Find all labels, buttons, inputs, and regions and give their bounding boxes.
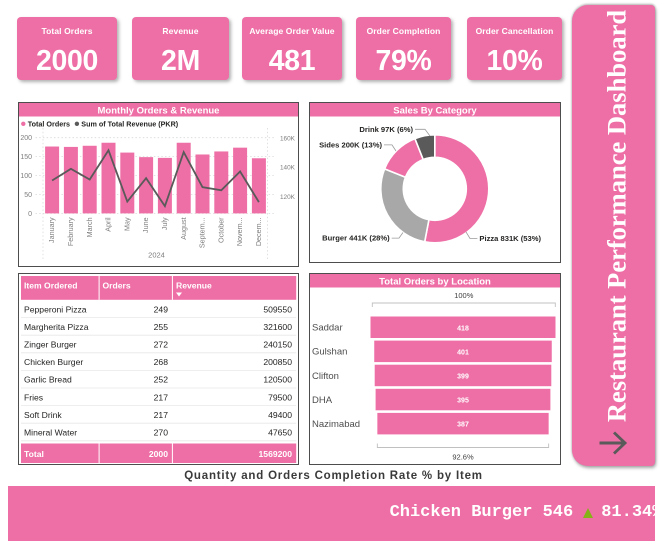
svg-text:Nazimabad: Nazimabad: [312, 419, 360, 430]
svg-text:240150: 240150: [263, 340, 292, 350]
svg-text:Drink 97K (6%): Drink 97K (6%): [360, 125, 414, 134]
svg-text:200850: 200850: [263, 357, 292, 367]
svg-text:Sum of Total Revenue (PKR): Sum of Total Revenue (PKR): [81, 119, 179, 128]
svg-text:Fries: Fries: [24, 392, 43, 402]
svg-text:272: 272: [153, 340, 168, 350]
svg-text:Septem...: Septem...: [197, 217, 206, 248]
svg-text:Garlic Bread: Garlic Bread: [24, 375, 72, 385]
svg-text:Zinger Burger: Zinger Burger: [24, 340, 77, 350]
svg-text:395: 395: [457, 398, 469, 405]
svg-text:387: 387: [457, 422, 469, 429]
svg-text:2024: 2024: [148, 251, 165, 260]
svg-text:217: 217: [153, 410, 168, 420]
svg-text:Revenue: Revenue: [176, 280, 212, 290]
svg-text:268: 268: [153, 357, 168, 367]
svg-text:March: March: [84, 217, 93, 237]
svg-text:Monthly Orders & Revenue: Monthly Orders & Revenue: [97, 105, 219, 116]
svg-text:100: 100: [20, 173, 32, 180]
svg-text:249: 249: [153, 304, 168, 314]
svg-text:June: June: [141, 217, 150, 233]
svg-text:120500: 120500: [263, 375, 292, 385]
svg-text:100%: 100%: [454, 291, 474, 300]
svg-text:October: October: [216, 217, 225, 243]
svg-text:Sides 200K (13%): Sides 200K (13%): [319, 141, 382, 150]
svg-text:DHA: DHA: [312, 395, 333, 406]
svg-text:Gulshan: Gulshan: [312, 347, 347, 358]
svg-text:Chicken Burger: Chicken Burger: [24, 357, 83, 367]
svg-text:160K: 160K: [280, 135, 296, 142]
svg-text:217: 217: [153, 392, 168, 402]
svg-text:200: 200: [20, 135, 32, 142]
svg-text:2000: 2000: [148, 449, 167, 459]
svg-text:Total Orders: Total Orders: [27, 119, 69, 128]
svg-text:Burger 441K (28%): Burger 441K (28%): [322, 234, 390, 243]
svg-text:Orders: Orders: [102, 280, 130, 290]
svg-text:Sales By Category: Sales By Category: [393, 105, 477, 116]
svg-text:Pepperoni Pizza: Pepperoni Pizza: [24, 304, 87, 314]
svg-text:399: 399: [457, 374, 469, 381]
svg-text:January: January: [47, 217, 56, 243]
svg-text:255: 255: [153, 322, 168, 332]
svg-text:150: 150: [20, 154, 32, 161]
svg-text:50: 50: [24, 192, 32, 199]
svg-text:Total: Total: [24, 449, 44, 459]
svg-text:270: 270: [153, 428, 168, 438]
svg-text:February: February: [66, 217, 75, 246]
svg-text:Mineral Water: Mineral Water: [24, 428, 77, 438]
svg-text:Novem...: Novem...: [235, 217, 244, 246]
svg-text:Decem...: Decem...: [254, 217, 263, 246]
svg-text:Soft Drink: Soft Drink: [24, 410, 62, 420]
svg-text:1569200: 1569200: [258, 449, 292, 459]
svg-text:49400: 49400: [268, 410, 292, 420]
svg-text:321600: 321600: [263, 322, 292, 332]
svg-text:Clifton: Clifton: [312, 371, 339, 382]
svg-text:Pizza 831K (53%): Pizza 831K (53%): [480, 234, 542, 243]
svg-text:July: July: [160, 217, 169, 230]
svg-text:47650: 47650: [268, 428, 292, 438]
svg-text:140K: 140K: [280, 164, 296, 171]
svg-text:Margherita Pizza: Margherita Pizza: [24, 322, 89, 332]
svg-text:509550: 509550: [263, 304, 292, 314]
svg-text:401: 401: [457, 349, 469, 356]
svg-text:April: April: [103, 217, 112, 232]
svg-text:Item Ordered: Item Ordered: [24, 280, 78, 290]
svg-text:Saddar: Saddar: [312, 323, 343, 334]
svg-text:May: May: [122, 217, 131, 231]
svg-text:Total Orders by Location: Total Orders by Location: [379, 276, 491, 287]
svg-text:252: 252: [153, 375, 168, 385]
svg-text:418: 418: [457, 325, 469, 332]
svg-text:79500: 79500: [268, 392, 292, 402]
svg-text:0: 0: [28, 211, 32, 218]
svg-text:120K: 120K: [280, 194, 296, 201]
svg-text:92.6%: 92.6%: [453, 453, 475, 462]
svg-text:August: August: [178, 217, 187, 239]
